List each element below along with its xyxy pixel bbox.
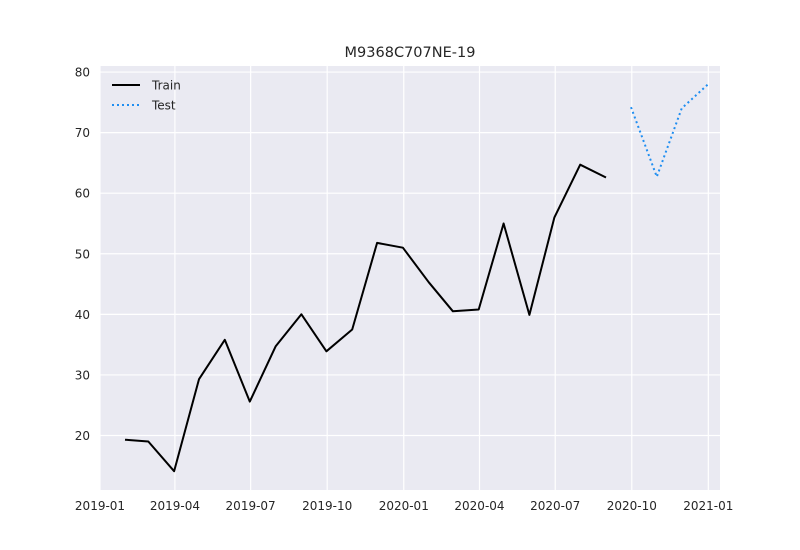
x-tick-label: 2020-07 [530, 499, 580, 513]
y-tick-label: 40 [75, 308, 90, 322]
x-tick-labels: 2019-01 2019-04 2019-07 2019-10 2020-01 2020-… [75, 499, 733, 513]
series-line-train [124, 163, 607, 473]
legend: Train Test [112, 79, 181, 113]
x-tick-label: 2020-01 [379, 499, 429, 513]
x-tick-label: 2019-01 [75, 499, 125, 513]
y-tick-label: 50 [75, 247, 90, 261]
x-tick-label: 2020-10 [607, 499, 657, 513]
y-tick-labels: 20 30 40 50 60 70 80 [75, 66, 90, 443]
y-tick-label: 70 [75, 126, 90, 140]
y-tick-label: 80 [75, 66, 90, 80]
y-tick-label: 20 [75, 429, 90, 443]
legend-test-label: Test [151, 99, 176, 113]
chart-title: M9368C707NE-19 [345, 45, 476, 61]
x-tick-label: 2019-07 [226, 499, 276, 513]
y-tick-label: 30 [75, 368, 90, 382]
plot-background [100, 66, 720, 490]
series-lines [124, 84, 709, 473]
x-tick-label: 2019-10 [302, 499, 352, 513]
grid-lines [99, 66, 720, 490]
series-line-test [630, 84, 709, 178]
x-tick-label: 2021-01 [683, 499, 733, 513]
legend-train-label: Train [151, 79, 181, 93]
y-tick-label: 60 [75, 187, 90, 201]
x-tick-label: 2019-04 [150, 499, 200, 513]
x-tick-label: 2020-04 [454, 499, 504, 513]
